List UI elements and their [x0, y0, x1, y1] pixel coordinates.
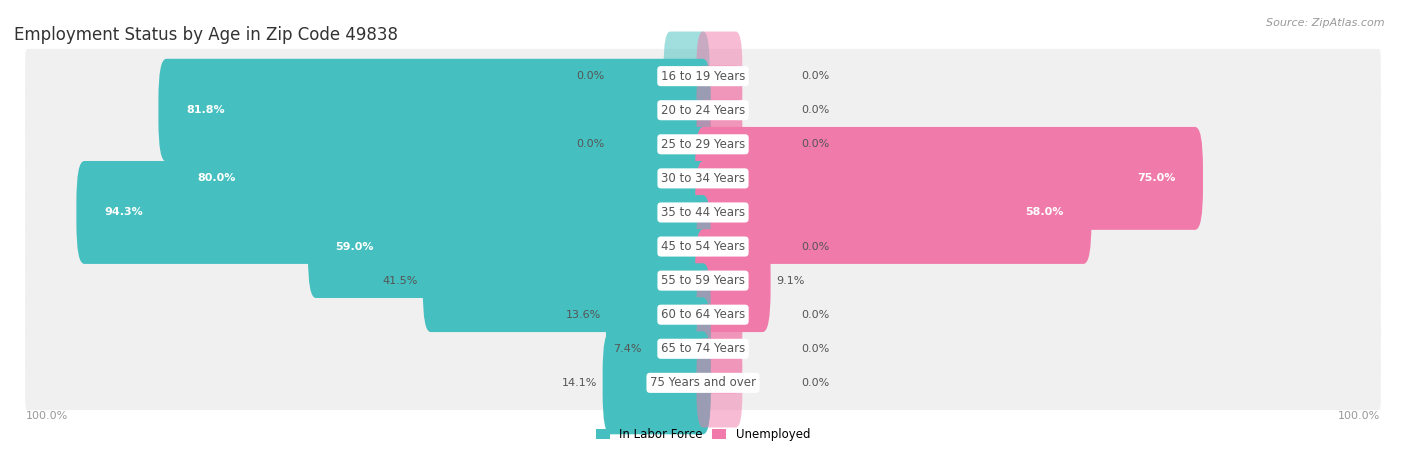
Text: 20 to 24 Years: 20 to 24 Years [661, 104, 745, 117]
Text: 59.0%: 59.0% [336, 242, 374, 252]
Text: 0.0%: 0.0% [801, 71, 830, 81]
Text: 94.3%: 94.3% [104, 207, 142, 217]
FancyBboxPatch shape [308, 195, 711, 298]
FancyBboxPatch shape [25, 185, 1381, 240]
FancyBboxPatch shape [25, 151, 1381, 206]
FancyBboxPatch shape [696, 270, 742, 360]
Text: 75.0%: 75.0% [1137, 173, 1175, 184]
Text: 81.8%: 81.8% [186, 105, 225, 115]
FancyBboxPatch shape [25, 83, 1381, 138]
FancyBboxPatch shape [76, 161, 711, 264]
FancyBboxPatch shape [25, 117, 1381, 171]
FancyBboxPatch shape [603, 331, 711, 434]
FancyBboxPatch shape [695, 127, 1204, 230]
Text: 0.0%: 0.0% [576, 71, 605, 81]
FancyBboxPatch shape [25, 321, 1381, 376]
FancyBboxPatch shape [25, 288, 1381, 342]
FancyBboxPatch shape [696, 202, 742, 291]
FancyBboxPatch shape [25, 356, 1381, 410]
Text: 0.0%: 0.0% [576, 140, 605, 149]
FancyBboxPatch shape [423, 229, 711, 332]
Text: 30 to 34 Years: 30 to 34 Years [661, 172, 745, 185]
Text: 13.6%: 13.6% [565, 310, 600, 320]
Text: 0.0%: 0.0% [801, 344, 830, 354]
FancyBboxPatch shape [696, 338, 742, 427]
FancyBboxPatch shape [664, 99, 710, 189]
Text: 65 to 74 Years: 65 to 74 Years [661, 342, 745, 355]
Text: 35 to 44 Years: 35 to 44 Years [661, 206, 745, 219]
Text: 60 to 64 Years: 60 to 64 Years [661, 308, 745, 321]
Text: 14.1%: 14.1% [562, 378, 598, 388]
FancyBboxPatch shape [695, 229, 770, 332]
Text: Employment Status by Age in Zip Code 49838: Employment Status by Age in Zip Code 498… [14, 26, 398, 44]
FancyBboxPatch shape [696, 99, 742, 189]
Text: 25 to 29 Years: 25 to 29 Years [661, 138, 745, 151]
FancyBboxPatch shape [159, 59, 711, 162]
Text: 80.0%: 80.0% [198, 173, 236, 184]
FancyBboxPatch shape [606, 263, 711, 366]
Text: 75 Years and over: 75 Years and over [650, 376, 756, 389]
Text: 0.0%: 0.0% [801, 310, 830, 320]
Text: 0.0%: 0.0% [801, 140, 830, 149]
Text: 45 to 54 Years: 45 to 54 Years [661, 240, 745, 253]
FancyBboxPatch shape [170, 127, 711, 230]
FancyBboxPatch shape [696, 66, 742, 155]
FancyBboxPatch shape [695, 161, 1091, 264]
Text: Source: ZipAtlas.com: Source: ZipAtlas.com [1267, 18, 1385, 28]
Text: 0.0%: 0.0% [801, 242, 830, 252]
FancyBboxPatch shape [25, 253, 1381, 308]
Text: 16 to 19 Years: 16 to 19 Years [661, 70, 745, 83]
Text: 7.4%: 7.4% [613, 344, 641, 354]
Text: 0.0%: 0.0% [801, 105, 830, 115]
FancyBboxPatch shape [25, 49, 1381, 104]
FancyBboxPatch shape [696, 32, 742, 121]
Text: 41.5%: 41.5% [382, 275, 418, 286]
FancyBboxPatch shape [25, 219, 1381, 274]
Text: 55 to 59 Years: 55 to 59 Years [661, 274, 745, 287]
Legend: In Labor Force, Unemployed: In Labor Force, Unemployed [596, 428, 810, 441]
FancyBboxPatch shape [696, 304, 742, 393]
Text: 9.1%: 9.1% [776, 275, 804, 286]
Text: 0.0%: 0.0% [801, 378, 830, 388]
FancyBboxPatch shape [647, 297, 711, 400]
FancyBboxPatch shape [664, 32, 710, 121]
Text: 58.0%: 58.0% [1025, 207, 1064, 217]
